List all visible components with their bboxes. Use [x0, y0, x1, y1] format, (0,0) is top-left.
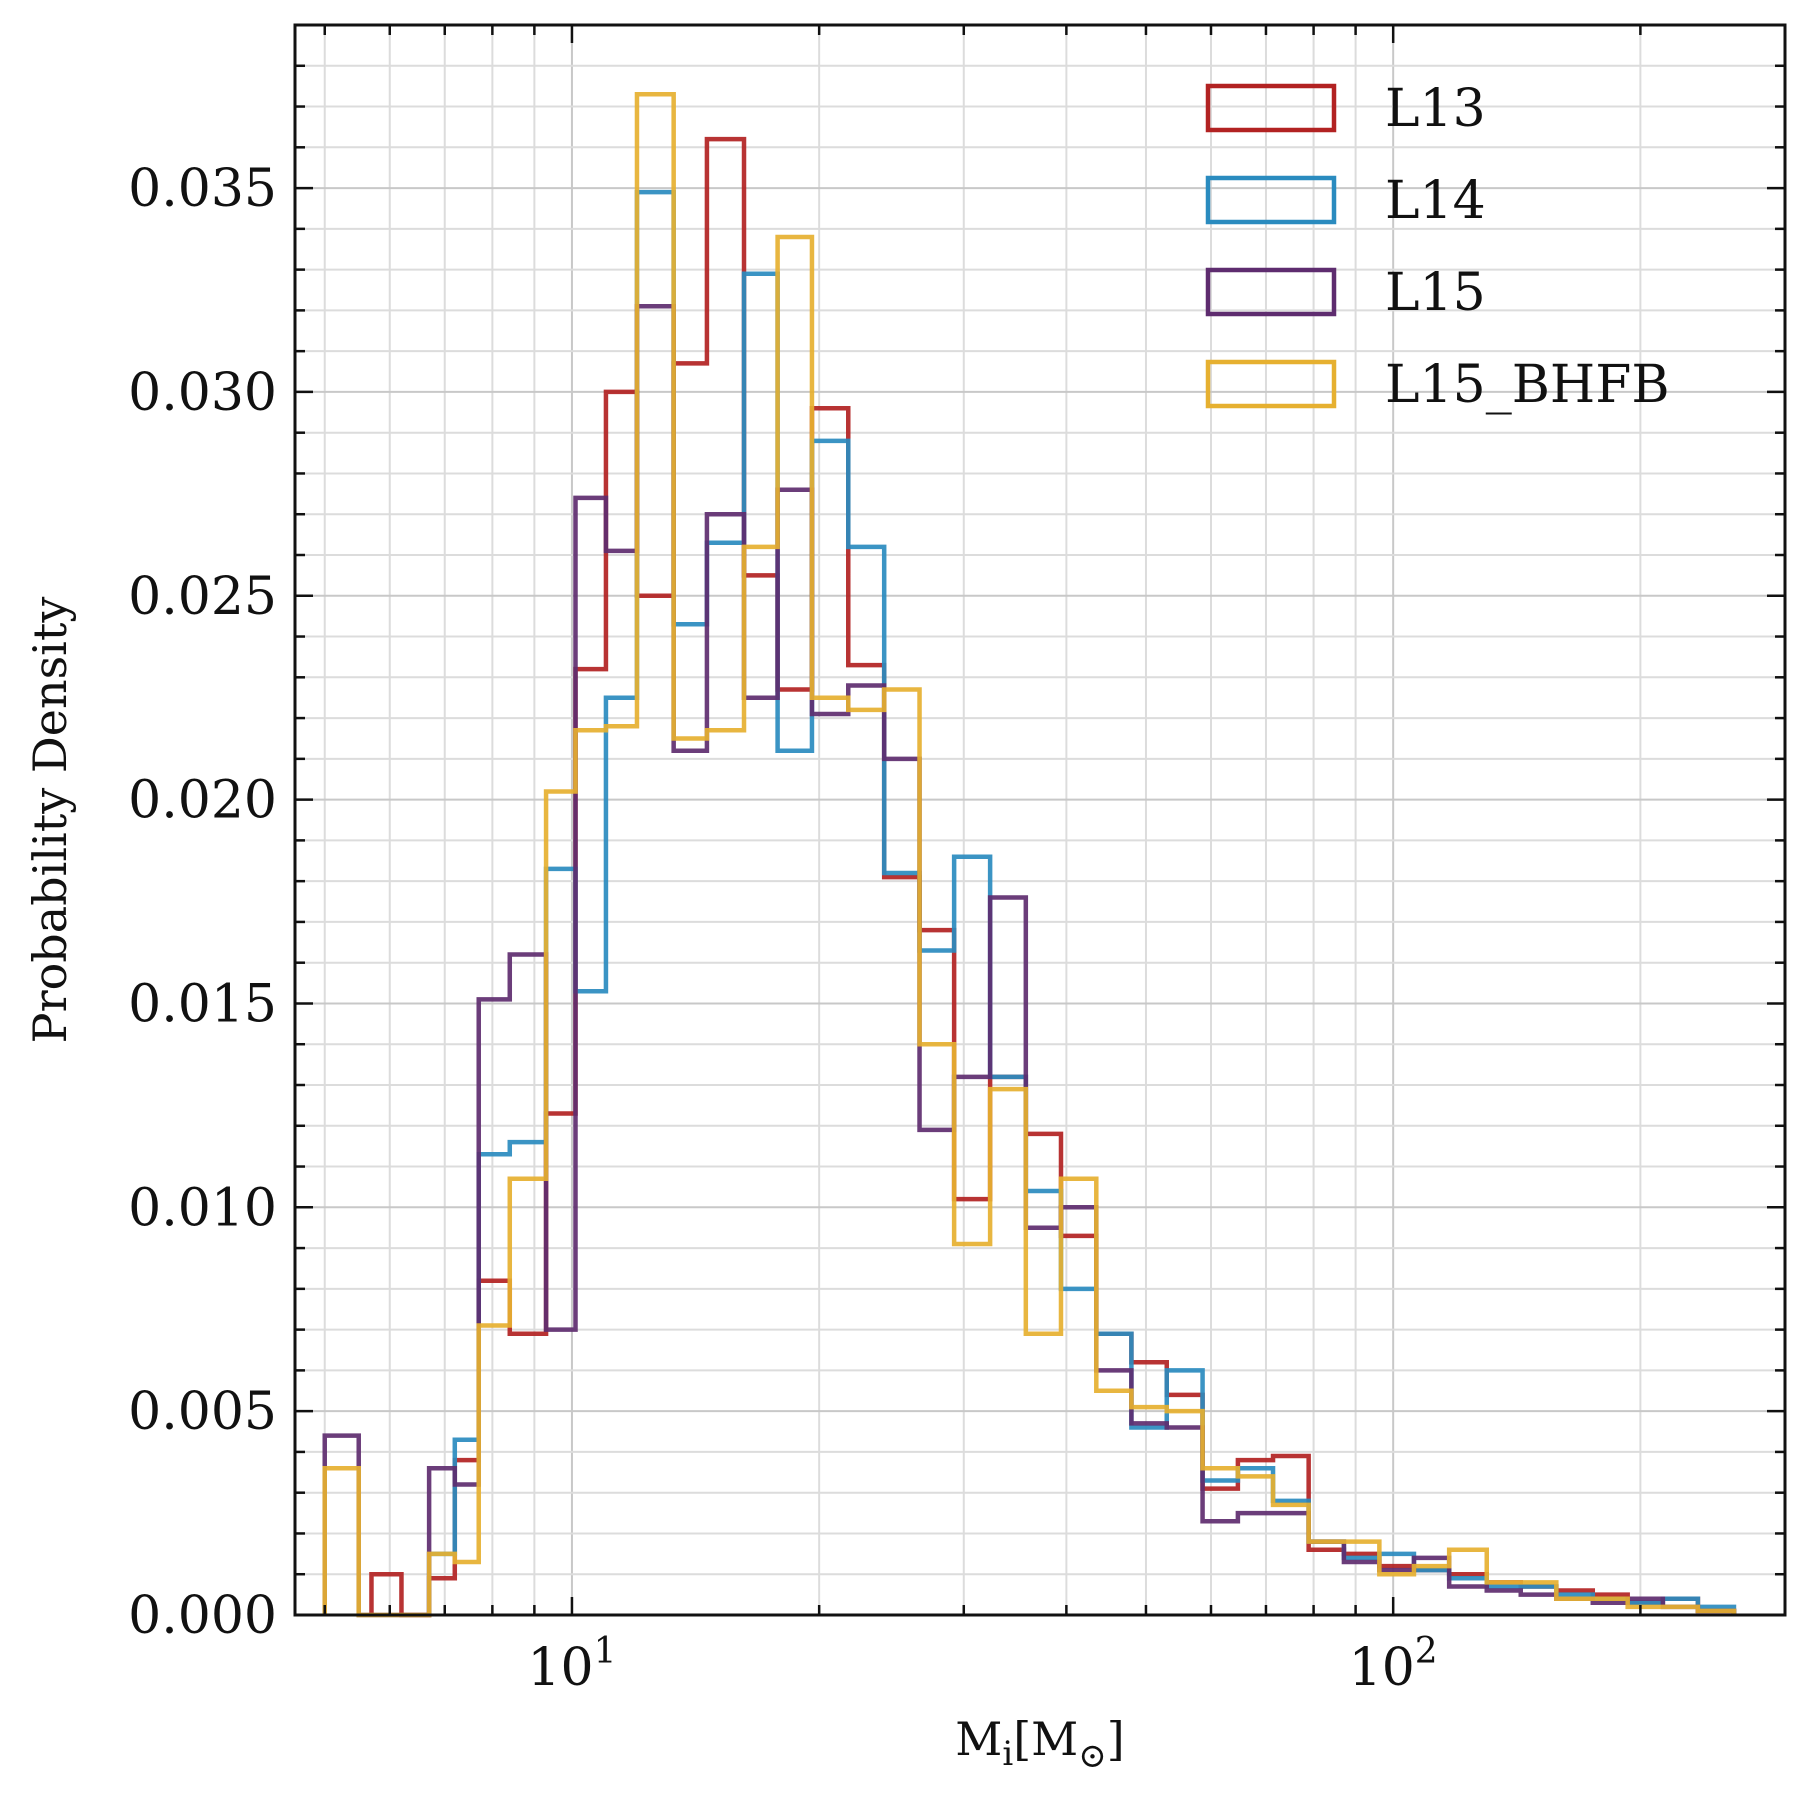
legend-swatch-l15-bhfb: [1205, 359, 1337, 409]
legend-label-l15-bhfb: L15_BHFB: [1385, 355, 1670, 415]
legend: L13 L14 L15 L15_BHFB: [1205, 79, 1670, 415]
legend-label-l14: L14: [1385, 171, 1486, 231]
grid: [295, 25, 1786, 1615]
y-tick-label: 0.010: [128, 1178, 277, 1238]
y-tick-label: 0.015: [128, 974, 277, 1034]
legend-label-l13: L13: [1385, 79, 1486, 139]
plot-area: [295, 25, 1785, 1615]
y-tick-label: 0.020: [128, 771, 277, 831]
y-tick-label: 0.000: [128, 1586, 277, 1646]
legend-swatch-l14: [1205, 175, 1337, 225]
axis-ticks: [295, 25, 1787, 1615]
y-tick-label: 0.005: [128, 1382, 277, 1442]
legend-swatch-l13: [1205, 83, 1337, 133]
x-tick-label: 101: [527, 1631, 616, 1698]
plot-frame: [293, 23, 1787, 1617]
y-tick-label: 0.025: [128, 567, 277, 627]
y-tick-label: 0.035: [128, 159, 277, 219]
series-layer: [322, 92, 1737, 1618]
x-axis-label: Mi[M⊙]: [955, 1712, 1124, 1776]
series-l15-bhfb: [322, 92, 1737, 1618]
y-axis-label: Probability Density: [23, 597, 77, 1044]
axis-labels: 0.000 0.005 0.010 0.015 0.020 0.025 0.030 0.035…: [23, 159, 1438, 1776]
legend-swatch-l15: [1205, 267, 1337, 317]
legend-label-l15: L15: [1385, 263, 1486, 323]
y-tick-label: 0.030: [128, 363, 277, 423]
x-tick-label: 102: [1349, 1631, 1438, 1698]
